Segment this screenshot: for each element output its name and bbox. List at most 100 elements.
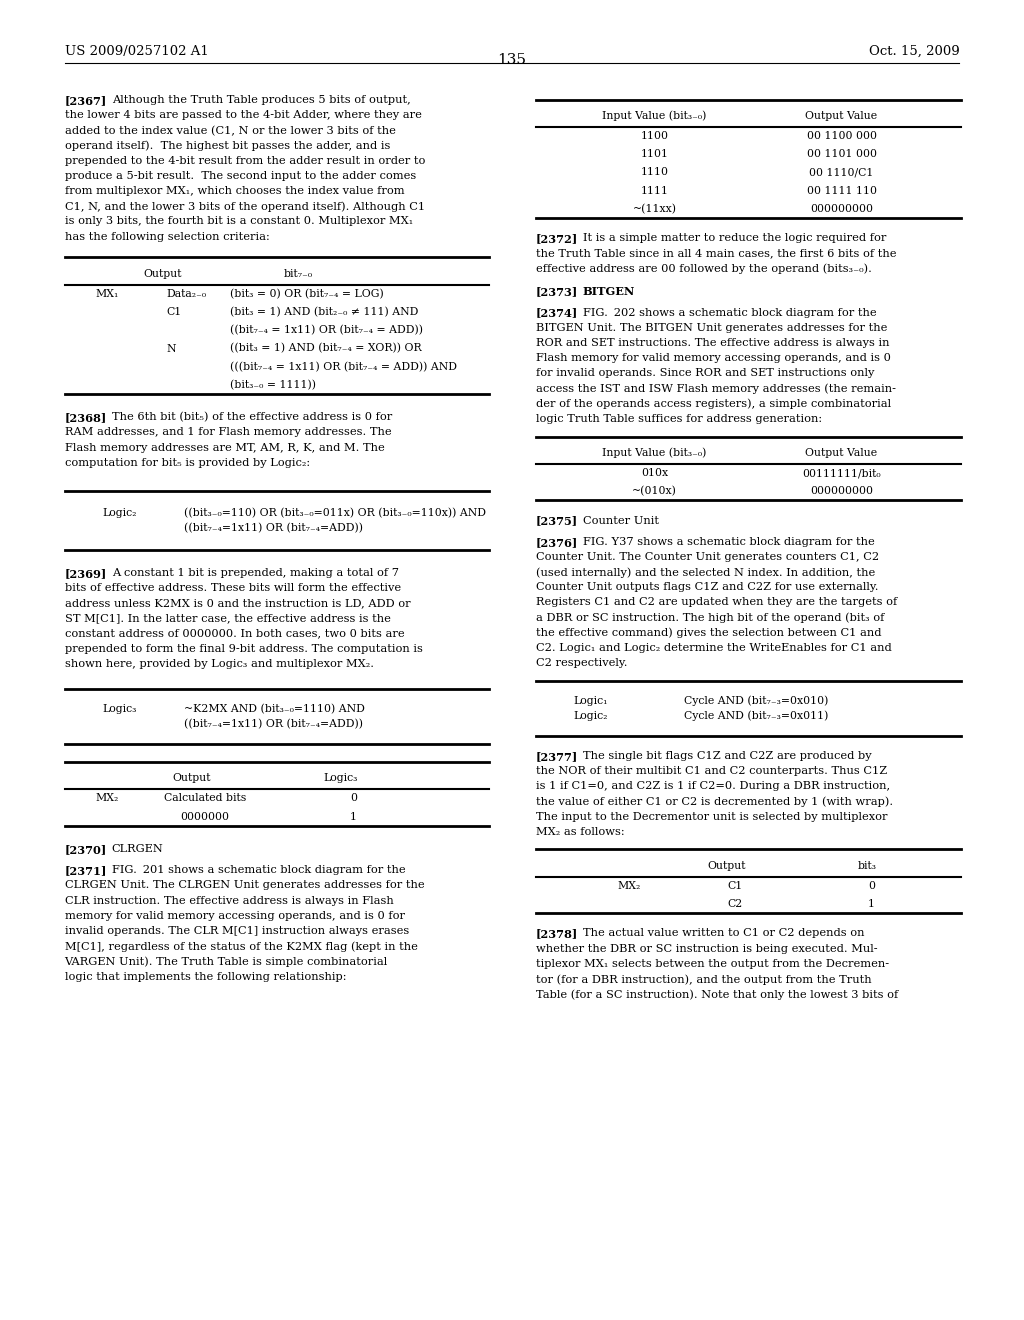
Text: [2374]: [2374]	[536, 308, 578, 318]
Text: produce a 5-bit result.  The second input to the adder comes: produce a 5-bit result. The second input…	[65, 170, 416, 181]
Text: from multiplexor MX₁, which chooses the index value from: from multiplexor MX₁, which chooses the …	[65, 186, 404, 197]
Text: ~(010x): ~(010x)	[632, 486, 677, 496]
Text: Although the Truth Table produces 5 bits of output,: Although the Truth Table produces 5 bits…	[112, 95, 411, 106]
Text: whether the DBR or SC instruction is being executed. Mul-: whether the DBR or SC instruction is bei…	[536, 944, 878, 953]
Text: 1111: 1111	[641, 186, 669, 195]
Text: 135: 135	[498, 53, 526, 67]
Text: Cycle AND (bit₇₋₃=0x010): Cycle AND (bit₇₋₃=0x010)	[684, 696, 828, 706]
Text: C1, N, and the lower 3 bits of the operand itself). Although C1: C1, N, and the lower 3 bits of the opera…	[65, 201, 425, 213]
Text: [2367]: [2367]	[65, 95, 106, 106]
Text: Logic₂: Logic₂	[102, 508, 137, 517]
Text: Oct. 15, 2009: Oct. 15, 2009	[868, 45, 959, 58]
Text: C1: C1	[167, 308, 181, 317]
Text: Counter Unit: Counter Unit	[583, 516, 658, 525]
Text: 000000000: 000000000	[810, 203, 873, 214]
Text: The input to the Decrementor unit is selected by multiplexor: The input to the Decrementor unit is sel…	[536, 812, 887, 821]
Text: RAM addresses, and 1 for Flash memory addresses. The: RAM addresses, and 1 for Flash memory ad…	[65, 428, 391, 437]
Text: The 6th bit (bit₅) of the effective address is 0 for: The 6th bit (bit₅) of the effective addr…	[112, 412, 392, 422]
Text: 00 1101 000: 00 1101 000	[807, 149, 877, 160]
Text: MX₂ as follows:: MX₂ as follows:	[536, 826, 625, 837]
Text: (bit₃ = 1) AND (bit₂₋₀ ≠ 111) AND: (bit₃ = 1) AND (bit₂₋₀ ≠ 111) AND	[230, 308, 419, 317]
Text: Output Value: Output Value	[806, 447, 878, 458]
Text: 00 1111 110: 00 1111 110	[807, 186, 877, 195]
Text: [2370]: [2370]	[65, 843, 106, 855]
Text: It is a simple matter to reduce the logic required for: It is a simple matter to reduce the logi…	[583, 234, 886, 243]
Text: the value of either C1 or C2 is decremented by 1 (with wrap).: the value of either C1 or C2 is decremen…	[536, 796, 893, 807]
Text: ST M[C1]. In the latter case, the effective address is the: ST M[C1]. In the latter case, the effect…	[65, 614, 390, 623]
Text: (used internally) and the selected N index. In addition, the: (used internally) and the selected N ind…	[536, 568, 874, 578]
Text: ((bit₇₋₄=1x11) OR (bit₇₋₄=ADD)): ((bit₇₋₄=1x11) OR (bit₇₋₄=ADD))	[183, 718, 362, 729]
Text: Cycle AND (bit₇₋₃=0x011): Cycle AND (bit₇₋₃=0x011)	[684, 710, 828, 721]
Text: effective address are 00 followed by the operand (bits₃₋₀).: effective address are 00 followed by the…	[536, 264, 871, 275]
Text: 00 1100 000: 00 1100 000	[807, 131, 877, 141]
Text: CLR instruction. The effective address is always in Flash: CLR instruction. The effective address i…	[65, 896, 393, 906]
Text: 0: 0	[350, 793, 357, 804]
Text: 010x: 010x	[641, 469, 668, 478]
Text: Output: Output	[173, 774, 211, 784]
Text: ROR and SET instructions. The effective address is always in: ROR and SET instructions. The effective …	[536, 338, 889, 348]
Text: prepended to the 4-bit result from the adder result in order to: prepended to the 4-bit result from the a…	[65, 156, 425, 166]
Text: shown here, provided by Logic₃ and multiplexor MX₂.: shown here, provided by Logic₃ and multi…	[65, 659, 374, 669]
Text: CLRGEN: CLRGEN	[112, 843, 164, 854]
Text: prepended to form the final 9-bit address. The computation is: prepended to form the final 9-bit addres…	[65, 644, 422, 653]
Text: The single bit flags C1Z and C2Z are produced by: The single bit flags C1Z and C2Z are pro…	[583, 751, 871, 760]
Text: ((bit₇₋₄=1x11) OR (bit₇₋₄=ADD)): ((bit₇₋₄=1x11) OR (bit₇₋₄=ADD))	[183, 523, 362, 533]
Text: [2368]: [2368]	[65, 412, 106, 424]
Text: C2 respectively.: C2 respectively.	[536, 659, 627, 668]
Text: 000000000: 000000000	[810, 486, 873, 496]
Text: US 2009/0257102 A1: US 2009/0257102 A1	[65, 45, 208, 58]
Text: Flash memory for valid memory accessing operands, and is 0: Flash memory for valid memory accessing …	[536, 352, 891, 363]
Text: Counter Unit outputs flags C1Z and C2Z for use externally.: Counter Unit outputs flags C1Z and C2Z f…	[536, 582, 878, 593]
Text: Output Value: Output Value	[806, 111, 878, 121]
Text: bit₇₋₀: bit₇₋₀	[284, 269, 312, 279]
Text: computation for bit₅ is provided by Logic₂:: computation for bit₅ is provided by Logi…	[65, 458, 309, 467]
Text: 1100: 1100	[641, 131, 669, 141]
Text: FIG. Y37 shows a schematic block diagram for the: FIG. Y37 shows a schematic block diagram…	[583, 537, 874, 546]
Text: [2377]: [2377]	[536, 751, 578, 762]
Text: bit₃: bit₃	[857, 861, 877, 871]
Text: added to the index value (C1, N or the lower 3 bits of the: added to the index value (C1, N or the l…	[65, 125, 395, 136]
Text: Input Value (bit₃₋₀): Input Value (bit₃₋₀)	[602, 447, 707, 458]
Text: Registers C1 and C2 are updated when they are the targets of: Registers C1 and C2 are updated when the…	[536, 598, 897, 607]
Text: bits of effective address. These bits will form the effective: bits of effective address. These bits wi…	[65, 583, 400, 593]
Text: ((bit₃ = 1) AND (bit₇₋₄ = XOR)) OR: ((bit₃ = 1) AND (bit₇₋₄ = XOR)) OR	[230, 343, 422, 354]
Text: [2373]: [2373]	[536, 286, 578, 297]
Text: address unless K2MX is 0 and the instruction is LD, ADD or: address unless K2MX is 0 and the instruc…	[65, 598, 411, 609]
Text: operand itself).  The highest bit passes the adder, and is: operand itself). The highest bit passes …	[65, 140, 390, 152]
Text: tor (for a DBR instruction), and the output from the Truth: tor (for a DBR instruction), and the out…	[536, 974, 871, 985]
Text: A constant 1 bit is prepended, making a total of 7: A constant 1 bit is prepended, making a …	[112, 568, 398, 578]
Text: C2: C2	[728, 899, 742, 909]
Text: Logic₃: Logic₃	[102, 705, 137, 714]
Text: Flash memory addresses are MT, AM, R, K, and M. The: Flash memory addresses are MT, AM, R, K,…	[65, 442, 384, 453]
Text: Logic₂: Logic₂	[573, 710, 608, 721]
Text: is only 3 bits, the fourth bit is a constant 0. Multiplexor MX₁: is only 3 bits, the fourth bit is a cons…	[65, 216, 413, 227]
Text: Logic₃: Logic₃	[324, 774, 358, 784]
Text: CLRGEN Unit. The CLRGEN Unit generates addresses for the: CLRGEN Unit. The CLRGEN Unit generates a…	[65, 880, 424, 891]
Text: M[C1], regardless of the status of the K2MX flag (kept in the: M[C1], regardless of the status of the K…	[65, 941, 418, 952]
Text: invalid operands. The CLR M[C1] instruction always erases: invalid operands. The CLR M[C1] instruct…	[65, 927, 409, 936]
Text: the NOR of their multibit C1 and C2 counterparts. Thus C1Z: the NOR of their multibit C1 and C2 coun…	[536, 766, 887, 776]
Text: constant address of 0000000. In both cases, two 0 bits are: constant address of 0000000. In both cas…	[65, 628, 404, 639]
Text: C2. Logic₁ and Logic₂ determine the WriteEnables for C1 and: C2. Logic₁ and Logic₂ determine the Writ…	[536, 643, 891, 653]
Text: memory for valid memory accessing operands, and is 0 for: memory for valid memory accessing operan…	[65, 911, 404, 921]
Text: 1: 1	[867, 899, 874, 909]
Text: 00 1110/C1: 00 1110/C1	[809, 168, 873, 177]
Text: 00111111/bit₀: 00111111/bit₀	[802, 469, 881, 478]
Text: 1101: 1101	[641, 149, 669, 160]
Text: the Truth Table since in all 4 main cases, the first 6 bits of the: the Truth Table since in all 4 main case…	[536, 248, 896, 259]
Text: [2369]: [2369]	[65, 568, 106, 578]
Text: 0000000: 0000000	[180, 812, 229, 821]
Text: Data₂₋₀: Data₂₋₀	[167, 289, 207, 298]
Text: [2376]: [2376]	[536, 537, 578, 548]
Text: VARGEN Unit). The Truth Table is simple combinatorial: VARGEN Unit). The Truth Table is simple …	[65, 957, 388, 968]
Text: C1: C1	[728, 880, 742, 891]
Text: (bit₃ = 0) OR (bit₇₋₄ = LOG): (bit₃ = 0) OR (bit₇₋₄ = LOG)	[230, 289, 384, 300]
Text: BITGEN Unit. The BITGEN Unit generates addresses for the: BITGEN Unit. The BITGEN Unit generates a…	[536, 322, 887, 333]
Text: tiplexor MX₁ selects between the output from the Decremen-: tiplexor MX₁ selects between the output …	[536, 958, 889, 969]
Text: (((bit₇₋₄ = 1x11) OR (bit₇₋₄ = ADD)) AND: (((bit₇₋₄ = 1x11) OR (bit₇₋₄ = ADD)) AND	[230, 362, 458, 372]
Text: 1110: 1110	[641, 168, 669, 177]
Text: Logic₁: Logic₁	[573, 696, 608, 706]
Text: Calculated bits: Calculated bits	[164, 793, 246, 804]
Text: 1: 1	[350, 812, 357, 821]
Text: 0: 0	[867, 880, 874, 891]
